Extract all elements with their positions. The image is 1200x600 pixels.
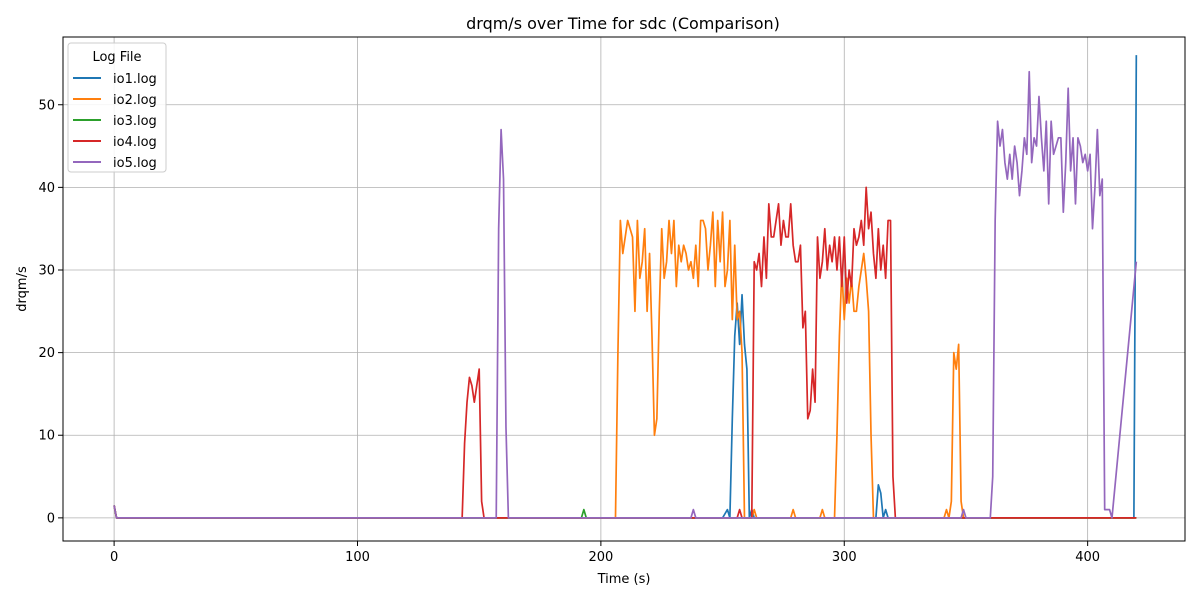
legend-entry: io1.log: [113, 72, 157, 87]
axis-ticks: 0 100 200 300 400 0 10 20 30 40 50: [38, 98, 1100, 565]
legend: Log File io1.log io2.log io3.log io4.log io5…: [67, 42, 167, 173]
x-tick-label: 400: [1075, 550, 1100, 565]
x-tick-label: 200: [588, 550, 613, 565]
legend-entry: io2.log: [113, 93, 157, 108]
legend-title: Log File: [92, 50, 141, 65]
legend-entry: io4.log: [113, 135, 157, 150]
y-tick-label: 50: [38, 98, 55, 113]
series-group: [113, 55, 1138, 519]
series-line-io5: [113, 70, 1138, 519]
y-tick-label: 40: [38, 181, 55, 196]
y-tick-label: 20: [38, 346, 55, 361]
series-line-io4: [113, 186, 1137, 519]
x-tick-label: 100: [345, 550, 370, 565]
legend-entry: io5.log: [113, 156, 157, 171]
y-tick-label: 30: [38, 264, 55, 279]
series-line-io2: [113, 211, 1137, 519]
y-tick-label: 10: [38, 429, 55, 444]
plot-frame: [62, 36, 1186, 542]
series-line-io1: [113, 55, 1138, 519]
y-tick-label: 0: [47, 511, 55, 526]
x-tick-label: 300: [832, 550, 857, 565]
legend-box: [67, 42, 167, 173]
x-axis-label: Time (s): [597, 572, 651, 587]
legend-entry: io3.log: [113, 114, 157, 129]
x-tick-label: 0: [110, 550, 118, 565]
chart-title: drqm/s over Time for sdc (Comparison): [466, 14, 780, 33]
y-axis-label: drqm/s: [15, 266, 30, 312]
